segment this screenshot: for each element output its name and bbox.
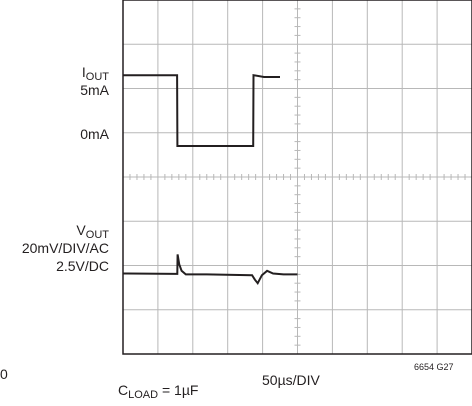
vout-trace bbox=[122, 254, 298, 286]
cut-axis-label: 0 bbox=[0, 366, 8, 382]
iout-label: IOUT bbox=[81, 64, 109, 83]
iout-trace bbox=[123, 74, 280, 147]
center-ticks bbox=[129, 8, 466, 346]
iout-zero-label: 0mA bbox=[80, 126, 109, 142]
graticule bbox=[123, 0, 472, 354]
load-footnote: CLOAD = 1µF bbox=[118, 382, 199, 401]
iout-scale-label: 5mA bbox=[80, 82, 109, 98]
vout-scale-dc-label: 2.5V/DC bbox=[56, 258, 109, 274]
vout-scale-ac-label: 20mV/DIV/AC bbox=[21, 240, 109, 256]
vout-label: VOUT bbox=[76, 222, 109, 241]
plot-frame bbox=[122, 0, 472, 355]
x-axis-label: 50µs/DIV bbox=[262, 372, 320, 388]
figure-id: 6654 G27 bbox=[414, 362, 454, 372]
